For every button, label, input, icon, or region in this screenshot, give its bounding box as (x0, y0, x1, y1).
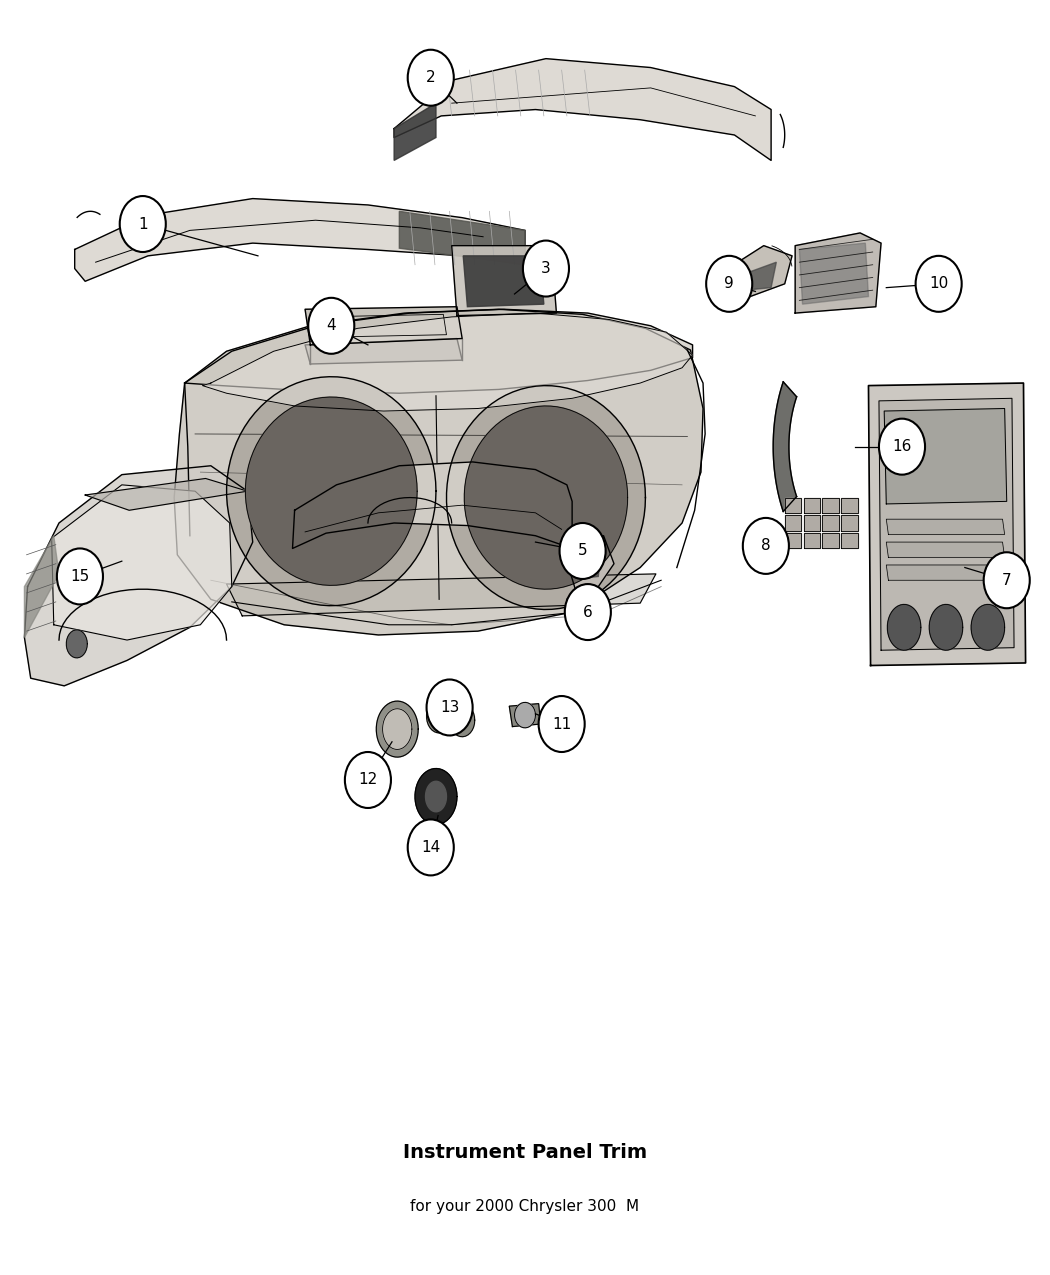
Polygon shape (399, 212, 525, 265)
Polygon shape (841, 533, 858, 548)
Polygon shape (723, 246, 792, 297)
Text: 15: 15 (70, 569, 89, 584)
Polygon shape (376, 701, 418, 757)
Circle shape (916, 256, 962, 312)
Circle shape (879, 418, 925, 474)
Text: 4: 4 (327, 319, 336, 333)
Polygon shape (803, 533, 820, 548)
Polygon shape (841, 497, 858, 513)
Text: 8: 8 (761, 538, 771, 553)
Text: 11: 11 (552, 717, 571, 732)
Polygon shape (203, 314, 693, 411)
Polygon shape (803, 515, 820, 530)
Polygon shape (394, 59, 771, 161)
Polygon shape (822, 497, 839, 513)
Text: 2: 2 (426, 70, 436, 85)
Circle shape (426, 680, 472, 736)
Text: Instrument Panel Trim: Instrument Panel Trim (403, 1144, 647, 1163)
Polygon shape (394, 103, 436, 161)
Polygon shape (803, 497, 820, 513)
Polygon shape (971, 604, 1005, 650)
Text: 14: 14 (421, 840, 440, 856)
Polygon shape (66, 630, 87, 658)
Circle shape (344, 752, 391, 808)
Polygon shape (868, 382, 1026, 666)
Circle shape (523, 241, 569, 297)
Polygon shape (884, 408, 1007, 504)
Circle shape (57, 548, 103, 604)
Circle shape (309, 298, 354, 353)
Text: 7: 7 (1002, 572, 1011, 588)
Polygon shape (185, 310, 693, 393)
Polygon shape (795, 233, 881, 314)
Polygon shape (449, 704, 475, 737)
Polygon shape (886, 519, 1005, 534)
Text: 13: 13 (440, 700, 459, 715)
Polygon shape (452, 246, 556, 316)
Circle shape (407, 820, 454, 876)
Polygon shape (929, 604, 963, 650)
Text: 3: 3 (541, 261, 551, 277)
Polygon shape (841, 515, 858, 530)
Polygon shape (227, 376, 436, 606)
Polygon shape (306, 339, 462, 363)
Text: for your 2000 Chrysler 300  M: for your 2000 Chrysler 300 M (411, 1198, 639, 1214)
Circle shape (407, 50, 454, 106)
Polygon shape (24, 465, 253, 686)
Polygon shape (509, 704, 541, 727)
Polygon shape (306, 307, 462, 346)
Polygon shape (415, 769, 457, 825)
Polygon shape (732, 263, 776, 292)
Polygon shape (174, 310, 704, 635)
Polygon shape (464, 405, 628, 589)
Polygon shape (799, 244, 868, 305)
Circle shape (984, 552, 1030, 608)
Circle shape (539, 696, 585, 752)
Polygon shape (75, 199, 525, 282)
Circle shape (707, 256, 752, 312)
Polygon shape (446, 385, 646, 609)
Text: 6: 6 (583, 604, 592, 620)
Circle shape (560, 523, 606, 579)
Text: 10: 10 (929, 277, 948, 291)
Polygon shape (578, 555, 601, 579)
Polygon shape (784, 515, 801, 530)
Polygon shape (773, 381, 797, 511)
Polygon shape (784, 497, 801, 513)
Text: 1: 1 (138, 217, 148, 232)
Polygon shape (567, 536, 614, 589)
Polygon shape (51, 484, 232, 640)
Polygon shape (886, 565, 1005, 580)
Text: 9: 9 (724, 277, 734, 291)
Circle shape (120, 196, 166, 252)
Polygon shape (886, 542, 1005, 557)
Text: 12: 12 (358, 773, 378, 788)
Polygon shape (293, 462, 572, 548)
Polygon shape (85, 478, 248, 510)
Circle shape (565, 584, 611, 640)
Polygon shape (24, 536, 59, 638)
Polygon shape (463, 256, 544, 307)
Polygon shape (425, 782, 446, 812)
Polygon shape (426, 700, 452, 733)
Polygon shape (822, 515, 839, 530)
Polygon shape (887, 604, 921, 650)
Polygon shape (514, 703, 536, 728)
Text: 16: 16 (892, 439, 911, 454)
Polygon shape (227, 574, 656, 616)
Polygon shape (382, 709, 412, 750)
Polygon shape (246, 397, 417, 585)
Circle shape (742, 518, 789, 574)
Polygon shape (784, 533, 801, 548)
Polygon shape (879, 398, 1014, 650)
Text: 5: 5 (578, 543, 587, 558)
Polygon shape (822, 533, 839, 548)
